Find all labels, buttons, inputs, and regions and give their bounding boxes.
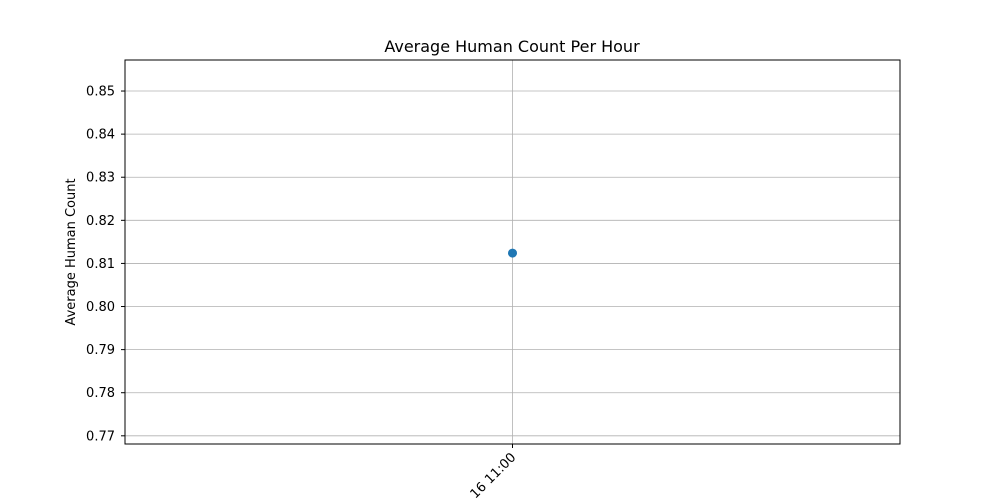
y-axis-label: Average Human Count — [64, 178, 79, 325]
y-tick-label: 0.77 — [86, 429, 115, 444]
y-tick-label: 0.79 — [86, 343, 115, 358]
y-tick-label: 0.82 — [86, 214, 115, 229]
y-tick-label: 0.80 — [86, 300, 115, 315]
plot-frame — [124, 59, 901, 445]
y-tick-label: 0.83 — [86, 171, 115, 186]
chart-title: Average Human Count Per Hour — [384, 37, 640, 56]
marker — [508, 248, 517, 258]
y-tick-label: 0.85 — [86, 85, 115, 100]
y-tick-label: 0.84 — [86, 128, 115, 143]
y-tick-label: 0.78 — [86, 386, 115, 401]
y-tick-label: 0.81 — [86, 257, 115, 272]
x-tick-label: 16 11:00 — [468, 450, 520, 500]
